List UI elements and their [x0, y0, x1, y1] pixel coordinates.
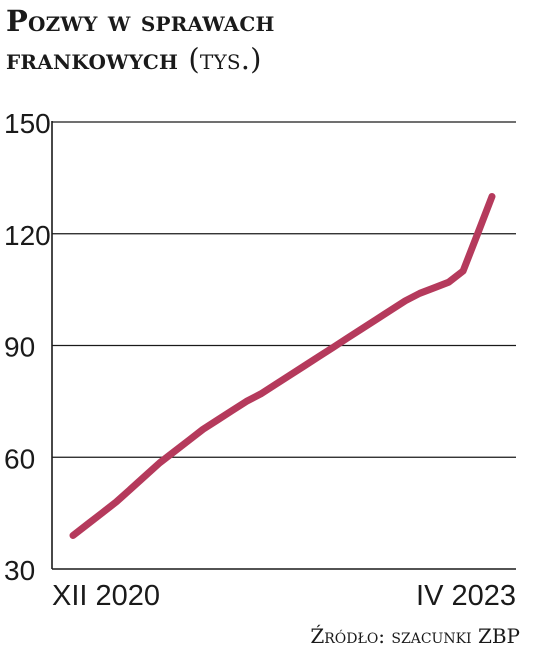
source-note: Źródło: szacunki ZBP: [310, 624, 520, 648]
y-tick-label-60: 60: [4, 443, 35, 474]
y-tick-label-120: 120: [4, 220, 51, 251]
y-tick-label-150: 150: [4, 108, 51, 139]
title-line-2: frankowych (tys.): [6, 40, 526, 78]
y-tick-label-30: 30: [4, 555, 35, 586]
series-line-0: [69, 193, 496, 539]
chart-title: Pozwy w sprawach frankowych (tys.): [6, 2, 526, 78]
title-line-1: Pozwy w sprawach: [6, 4, 275, 38]
title-unit: (tys.): [188, 42, 262, 76]
y-tick-label-90: 90: [4, 332, 35, 363]
x-tick-label-start: XII 2020: [52, 580, 160, 612]
x-tick-label-end: IV 2023: [416, 580, 516, 612]
title-main: frankowych: [6, 42, 179, 76]
